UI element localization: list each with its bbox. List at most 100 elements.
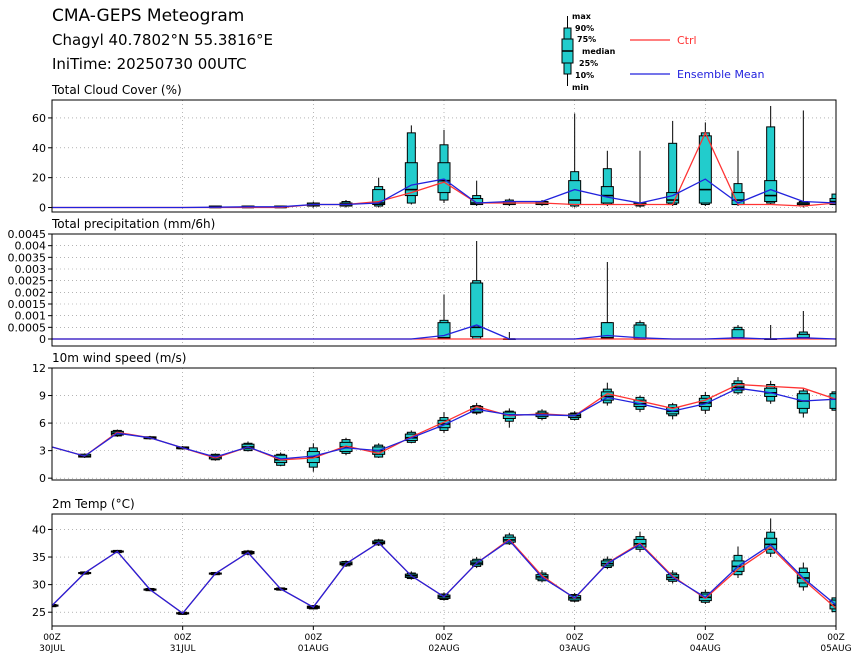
cloud-cover-box-iqr xyxy=(437,162,451,194)
legend-label-75: 75% xyxy=(577,35,596,44)
cloud-cover-box xyxy=(437,129,451,204)
precipitation-ytick-label: 0.0025 xyxy=(8,275,47,288)
figure-title: CMA-GEPS Meteogram xyxy=(52,6,245,26)
wind-speed-panel: 10m wind speed (m/s) 0 3 6 9 12 xyxy=(32,351,837,485)
precipitation-box xyxy=(796,311,810,340)
cloud-cover-data xyxy=(52,105,836,209)
cloud-cover-panel: Total Cloud Cover (%) 0 20 40 60 xyxy=(32,83,837,215)
temperature-panel: 2m Temp (°C) 25 30 35 40 xyxy=(32,497,837,627)
precipitation-box xyxy=(600,262,614,340)
legend-label-min: min xyxy=(572,83,589,92)
precipitation-box xyxy=(633,320,647,340)
legend-label-90: 90% xyxy=(575,24,594,33)
wind-speed-ytick-label: 3 xyxy=(39,445,46,458)
x-tick-date: 05AUG xyxy=(820,644,851,654)
box-legend: max 90% 75% median 25% 10% min xyxy=(561,12,616,92)
wind-speed-line-mean xyxy=(52,387,836,460)
precipitation-ytick-label: 0.0005 xyxy=(8,321,47,334)
cloud-cover-box xyxy=(698,122,712,207)
cloud-cover-box-outer xyxy=(766,126,776,204)
wind-speed-ytick-label: 6 xyxy=(39,417,46,430)
temperature-ytick-label: 25 xyxy=(32,606,46,619)
precipitation-ytick-label: 0.001 xyxy=(15,310,47,323)
temperature-data xyxy=(52,518,836,615)
precipitation-ytick-label: 0.004 xyxy=(15,240,47,253)
wind-speed-title: 10m wind speed (m/s) xyxy=(52,351,186,365)
legend-box-upper xyxy=(563,27,572,40)
temperature-ytick-label: 35 xyxy=(32,551,46,564)
precipitation-box xyxy=(764,325,778,340)
wind-speed-ytick-label: 0 xyxy=(39,472,46,485)
x-tick-date: 04AUG xyxy=(690,644,721,654)
line-legend: Ctrl Ensemble Mean xyxy=(630,34,764,81)
precipitation-ytick-label: 0 xyxy=(39,333,46,346)
x-tick-date: 31JUL xyxy=(170,644,196,654)
cloud-cover-box xyxy=(829,192,836,207)
x-tick-date: 02AUG xyxy=(428,644,459,654)
legend-label-25: 25% xyxy=(579,59,598,68)
cloud-cover-frame xyxy=(51,99,837,213)
x-tick-hour: 00Z xyxy=(697,633,715,643)
legend-mean-label: Ensemble Mean xyxy=(677,68,764,81)
temperature-line-mean xyxy=(52,539,836,615)
location-label: Chagyl 40.7802°N 55.3816°E xyxy=(52,31,274,49)
wind-speed-box-iqr xyxy=(829,393,836,409)
wind-speed-ytick-label: 12 xyxy=(32,362,46,375)
temperature-title: 2m Temp (°C) xyxy=(52,497,135,511)
x-tick-hour: 00Z xyxy=(566,633,584,643)
cloud-cover-ytick-label: 40 xyxy=(32,142,46,155)
cloud-cover-box xyxy=(796,110,810,208)
cloud-cover-box-iqr xyxy=(568,180,582,206)
x-tick-date: 01AUG xyxy=(298,644,329,654)
cloud-cover-box xyxy=(568,113,582,208)
precipitation-box xyxy=(470,241,484,340)
cloud-cover-box xyxy=(764,105,778,205)
temperature-box xyxy=(764,518,778,558)
x-tick-hour: 00Z xyxy=(174,633,192,643)
x-tick-hour: 00Z xyxy=(827,633,845,643)
x-tick-hour: 00Z xyxy=(43,633,61,643)
cloud-cover-ytick-label: 20 xyxy=(32,172,46,185)
legend-label-10: 10% xyxy=(575,71,594,80)
wind-speed-ytick-label: 9 xyxy=(39,390,46,403)
precipitation-box-iqr xyxy=(470,282,484,338)
legend-label-max: max xyxy=(572,12,592,21)
x-tick-hour: 00Z xyxy=(435,633,453,643)
temperature-box xyxy=(52,603,59,608)
precipitation-data xyxy=(52,241,836,340)
precipitation-ytick-label: 0.0035 xyxy=(8,251,47,264)
precipitation-title: Total precipitation (mm/6h) xyxy=(51,217,215,231)
cloud-cover-box xyxy=(731,150,745,207)
precipitation-frame xyxy=(51,233,837,347)
cloud-cover-ytick-label: 0 xyxy=(39,202,46,215)
cloud-cover-line-mean xyxy=(52,178,836,209)
precipitation-box xyxy=(437,294,451,340)
cloud-cover-box-iqr xyxy=(698,135,712,204)
x-tick-date: 03AUG xyxy=(559,644,590,654)
cloud-cover-title: Total Cloud Cover (%) xyxy=(51,83,182,97)
x-tick-hour: 00Z xyxy=(305,633,323,643)
legend-ctrl-label: Ctrl xyxy=(677,34,697,47)
legend-box-lower xyxy=(563,62,572,75)
precipitation-ytick-label: 0.003 xyxy=(15,263,47,276)
x-tick-date: 30JUL xyxy=(39,644,65,654)
precipitation-ytick-label: 0.0045 xyxy=(8,228,47,241)
wind-speed-box xyxy=(796,388,810,418)
init-time-label: IniTime: 20250730 00UTC xyxy=(52,55,247,73)
precipitation-box xyxy=(731,325,745,340)
cloud-cover-ytick-label: 60 xyxy=(32,112,46,125)
temperature-ytick-label: 30 xyxy=(32,579,46,592)
wind-speed-data xyxy=(52,377,836,472)
wind-speed-frame xyxy=(51,367,837,481)
precipitation-ytick-label: 0.002 xyxy=(15,286,47,299)
cloud-cover-box-iqr xyxy=(470,198,484,206)
wind-speed-box xyxy=(502,408,516,428)
legend-label-median: median xyxy=(582,47,616,56)
precipitation-line-mean xyxy=(52,324,836,340)
temperature-box xyxy=(796,562,810,591)
temperature-ytick-label: 40 xyxy=(32,523,46,536)
cloud-cover-box xyxy=(633,150,647,208)
